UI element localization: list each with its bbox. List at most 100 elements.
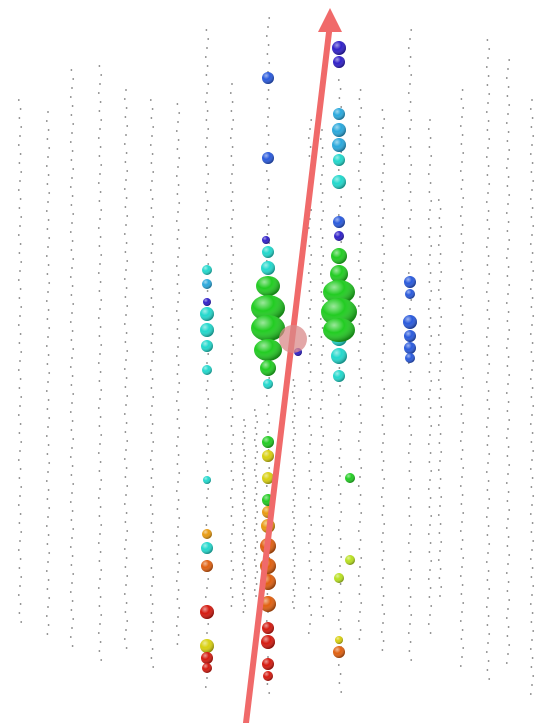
sensor-dot	[408, 470, 411, 472]
sensor-dot	[408, 425, 411, 427]
hit-shading	[202, 279, 212, 289]
sensor-dot	[178, 337, 181, 339]
hit-shading	[256, 276, 280, 296]
sensor-dot	[177, 319, 180, 321]
sensor-dot	[505, 392, 508, 394]
sensor-dot	[207, 38, 210, 40]
sensor-dot	[382, 622, 384, 624]
sensor-dot	[380, 136, 383, 138]
sensor-dot	[243, 539, 245, 541]
sensor-dot	[438, 217, 441, 219]
sensor-dot	[291, 541, 294, 543]
sensor-dot	[427, 398, 430, 400]
sensor-dot	[508, 149, 511, 151]
sensor-dot	[205, 209, 208, 211]
sensor-dot	[407, 407, 410, 409]
sensor-dot	[177, 166, 179, 168]
sensor-dot	[438, 352, 441, 354]
sensor-dot	[319, 183, 322, 185]
sensor-dot	[321, 597, 324, 599]
sensor-dot	[71, 150, 74, 152]
sensor-dot	[309, 596, 312, 598]
sensor-dot	[487, 255, 490, 257]
sensor-dot	[410, 569, 413, 571]
hit-shading	[404, 330, 416, 342]
sensor-dot	[486, 174, 489, 176]
sensor-dot	[488, 183, 491, 185]
sensor-dot	[47, 471, 49, 473]
sensor-dot	[340, 511, 343, 513]
sensor-dot	[506, 230, 509, 232]
sensor-dot	[255, 553, 258, 555]
sensor-dot	[486, 84, 489, 86]
sensor-dot	[382, 280, 385, 282]
sensor-dot	[150, 432, 153, 434]
sensor-dot	[506, 185, 509, 187]
sensor-dot	[150, 297, 153, 299]
sensor-dot	[20, 351, 23, 353]
sensor-dot	[266, 593, 269, 595]
sensor-dot	[410, 164, 413, 166]
sensor-dot	[177, 499, 180, 501]
sensor-dot	[70, 429, 73, 431]
sensor-dot	[383, 163, 386, 165]
sensor-dot	[427, 173, 430, 175]
sensor-dot	[244, 485, 247, 487]
sensor-dot	[531, 477, 534, 479]
sensor-dot	[460, 593, 463, 595]
sensor-dot	[339, 520, 341, 522]
sensor-dot	[19, 558, 22, 560]
sensor-dot	[48, 147, 51, 149]
sensor-dot	[427, 128, 430, 130]
sensor-dot	[242, 551, 245, 553]
sensor-dot	[291, 601, 294, 603]
sensor-dot	[231, 191, 234, 193]
sensor-dot	[310, 209, 313, 211]
sensor-dot	[461, 314, 464, 316]
sensor-dot	[428, 596, 431, 598]
sensor-dot	[293, 565, 296, 567]
sensor-dot	[254, 577, 257, 579]
sensor-dot	[382, 397, 384, 399]
sensor-dot	[207, 83, 210, 85]
sensor-dot	[360, 152, 363, 154]
sensor-dot	[265, 215, 268, 217]
sensor-dot	[265, 125, 268, 127]
sensor-dot	[461, 629, 464, 631]
sensor-dot	[487, 660, 490, 662]
sensor-dot	[340, 601, 343, 603]
sensor-dot	[206, 470, 209, 472]
sensor-dot	[294, 523, 297, 525]
sensor-dot	[176, 643, 179, 645]
sensor-dot	[358, 458, 361, 460]
sensor-dot	[408, 110, 411, 112]
sensor-dot	[307, 362, 310, 364]
sensor-dot	[429, 272, 432, 274]
sensor-dot	[309, 236, 312, 238]
sensor-dot	[253, 589, 256, 591]
sensor-dot	[17, 369, 20, 371]
sensor-dot	[461, 179, 464, 181]
sensor-dot	[320, 516, 323, 518]
sensor-dot	[123, 278, 126, 280]
arrow-head-icon	[318, 8, 342, 32]
sensor-dot	[17, 234, 20, 236]
sensor-dot	[176, 373, 179, 375]
sensor-dot	[98, 335, 101, 337]
sensor-dot	[204, 56, 207, 58]
sensor-dot	[319, 498, 322, 500]
sensor-dot	[530, 441, 533, 443]
sensor-dot	[125, 107, 128, 109]
sensor-dot	[507, 563, 509, 565]
sensor-dot	[267, 134, 270, 136]
sensor-dot	[152, 171, 155, 173]
sensor-dot	[339, 628, 342, 630]
sensor-dot	[437, 289, 440, 291]
sensor-dot	[485, 516, 488, 518]
sensor-dot	[462, 332, 465, 334]
sensor-dot	[265, 395, 268, 397]
sensor-dot	[309, 128, 311, 130]
sensor-dot	[99, 398, 101, 400]
sensor-dot	[530, 621, 533, 623]
sensor-dot	[293, 457, 295, 459]
